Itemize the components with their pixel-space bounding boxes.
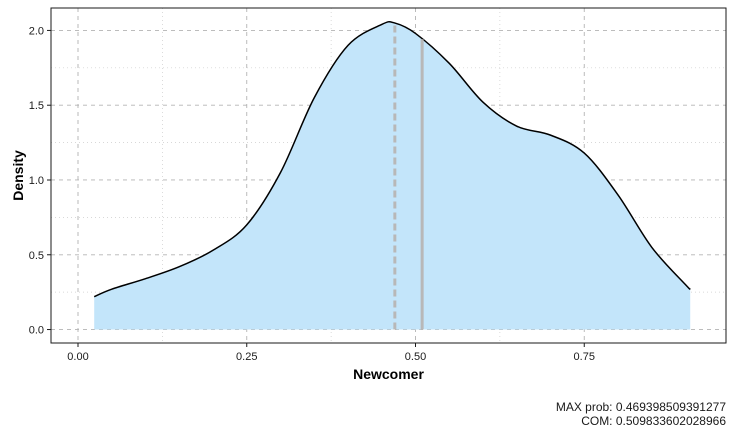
y-tick-label: 0.5 (29, 250, 44, 262)
density-curve (93, 20, 691, 298)
ticks-layer: 0.00 0.25 0.50 0.75 0.0 0.5 1.0 1.5 2.0 (29, 25, 595, 363)
density-area-fill (94, 21, 691, 330)
x-tick-label: 0.00 (67, 351, 88, 363)
y-axis-title: Density (10, 150, 26, 201)
y-tick-label: 2.0 (29, 25, 44, 37)
x-axis-title: Newcomer (353, 366, 424, 382)
max-prob-caption: MAX prob: 0.469398509391277 (556, 400, 726, 414)
y-tick-label: 1.0 (29, 175, 44, 187)
x-tick-label: 0.50 (405, 351, 426, 363)
panel-border (50, 7, 727, 344)
max-prob-label: MAX prob: (555, 400, 613, 414)
com-value: 0.509833602028966 (615, 414, 726, 428)
y-tick-label: 1.5 (29, 100, 44, 112)
y-tick-label: 0.0 (29, 325, 44, 337)
vline-layer (393, 23, 424, 330)
com-caption: COM: 0.509833602028966 (581, 414, 726, 428)
x-tick-label: 0.25 (236, 351, 257, 363)
area-layer (93, 20, 691, 330)
max-prob-value: 0.469398509391277 (615, 400, 726, 414)
x-tick-label: 0.75 (574, 351, 595, 363)
com-label: COM: (581, 414, 613, 428)
